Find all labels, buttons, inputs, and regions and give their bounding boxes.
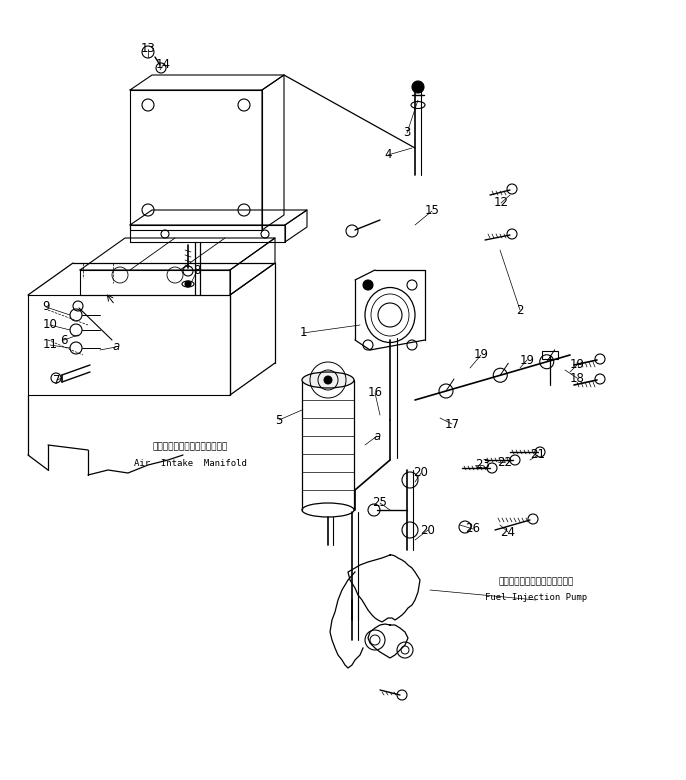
Bar (542, 351, 558, 359)
Text: 3: 3 (403, 126, 411, 140)
Text: フェルインジェクションポンプ: フェルインジェクションポンプ (498, 577, 573, 587)
Text: 20: 20 (414, 466, 429, 480)
Circle shape (185, 281, 191, 287)
Text: 20: 20 (421, 523, 436, 537)
Text: 2: 2 (517, 303, 523, 317)
Text: 5: 5 (275, 413, 283, 427)
Text: 22: 22 (497, 456, 512, 469)
Text: 19: 19 (569, 359, 584, 371)
Text: 24: 24 (501, 526, 515, 538)
Text: 15: 15 (425, 204, 440, 218)
Text: a: a (373, 430, 381, 442)
Circle shape (324, 376, 332, 384)
Text: 25: 25 (372, 497, 388, 509)
Text: 14: 14 (156, 58, 171, 72)
Text: Fuel Injection Pump: Fuel Injection Pump (485, 594, 587, 602)
Text: Air  Intake  Manifold: Air Intake Manifold (134, 459, 246, 467)
Text: 9: 9 (43, 300, 50, 314)
Text: 1: 1 (299, 327, 307, 339)
Text: 21: 21 (530, 448, 545, 462)
Text: a: a (113, 341, 119, 353)
Text: 8: 8 (193, 264, 201, 278)
Text: 16: 16 (368, 387, 383, 399)
Text: 19: 19 (473, 349, 488, 361)
Ellipse shape (302, 372, 354, 388)
Text: 6: 6 (60, 334, 68, 346)
Text: 19: 19 (519, 353, 534, 367)
Text: 4: 4 (384, 148, 392, 161)
Circle shape (363, 280, 373, 290)
Text: 13: 13 (141, 42, 156, 55)
Text: エアーインテークマニホールド: エアーインテークマニホールド (152, 442, 228, 452)
Text: 11: 11 (43, 339, 58, 352)
Text: 23: 23 (475, 459, 490, 471)
Text: 17: 17 (445, 417, 460, 431)
Text: 12: 12 (493, 197, 508, 210)
Text: 10: 10 (43, 318, 58, 331)
Circle shape (412, 81, 424, 93)
Text: 7: 7 (54, 374, 61, 387)
Text: 26: 26 (466, 523, 480, 536)
Text: 18: 18 (569, 371, 584, 385)
